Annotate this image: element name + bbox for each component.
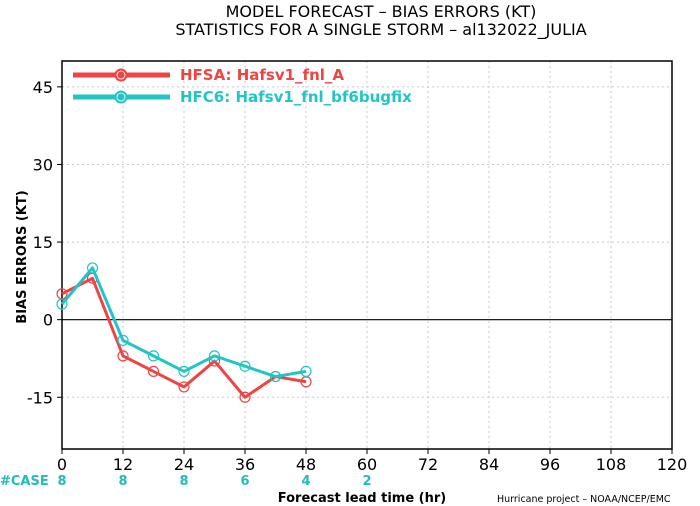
case-count: 4	[301, 474, 310, 489]
legend: HFSA: Hafsv1_fnl_A HFC6: Hafsv1_fnl_bf6bu…	[73, 66, 412, 106]
chart-subtitle: STATISTICS FOR A SINGLE STORM – al132022…	[175, 20, 586, 40]
series-point-2	[208, 350, 221, 362]
series-point-1	[147, 365, 160, 377]
data-series	[56, 262, 312, 403]
series-point-2	[300, 365, 312, 377]
x-axis-label: Forecast lead time (hr)	[278, 491, 446, 506]
legend-marker-ring-1	[116, 70, 126, 80]
series-point-1	[239, 391, 251, 403]
case-counts: 8 8 8 6 4 2	[57, 474, 371, 489]
chart-title: MODEL FORECAST – BIAS ERRORS (KT)	[226, 2, 537, 21]
series-line-2	[60, 266, 307, 379]
x-tick-label: 60	[357, 455, 377, 474]
y-tick-label: 45	[33, 78, 53, 97]
x-tick-label: 12	[113, 455, 133, 474]
x-tick-label: 24	[174, 455, 194, 474]
x-tick-label: 108	[596, 455, 627, 474]
case-count: 8	[179, 474, 188, 489]
y-axis-label: BIAS ERRORS (KT)	[15, 190, 30, 323]
x-tick-label: 48	[296, 455, 316, 474]
series-point-2	[147, 350, 160, 362]
grid-lines	[62, 61, 672, 449]
series-point-2	[56, 298, 68, 310]
legend-label-1: HFSA: Hafsv1_fnl_A	[180, 66, 344, 84]
plot-frame	[61, 60, 673, 450]
case-label: #CASE	[0, 474, 49, 489]
case-count: 2	[362, 474, 371, 489]
series-point-2	[86, 262, 99, 274]
x-tick-label: 72	[418, 455, 438, 474]
x-tick-label: 96	[540, 455, 560, 474]
y-tick-labels: -15 0 15 30 45	[27, 78, 62, 407]
legend-marker-ring-2	[116, 92, 126, 102]
x-tick-labels: 0 12 24 36 48 60 72 84 96 108 120	[57, 449, 687, 474]
series-point-2	[239, 360, 251, 372]
y-tick-label: 15	[33, 233, 53, 252]
x-tick-label: 84	[479, 455, 499, 474]
case-count: 8	[57, 474, 66, 489]
x-tick-label: 0	[57, 455, 67, 474]
series-point-1	[117, 350, 129, 362]
credit-text: Hurricane project – NOAA/NCEP/EMC	[497, 494, 671, 505]
series-point-2	[269, 370, 282, 383]
case-count: 6	[240, 474, 249, 489]
y-tick-label: 30	[33, 155, 53, 174]
legend-label-2: HFC6: Hafsv1_fnl_bf6bugfix	[180, 88, 412, 106]
case-count: 8	[118, 474, 127, 489]
x-tick-label: 36	[235, 455, 255, 474]
series-point-2	[178, 365, 190, 377]
series-point-1	[178, 381, 190, 393]
series-line-1	[61, 276, 307, 399]
x-tick-label: 120	[657, 455, 688, 474]
series-point-2	[117, 334, 129, 346]
y-tick-label: -15	[27, 388, 53, 407]
y-tick-label: 0	[43, 311, 53, 330]
